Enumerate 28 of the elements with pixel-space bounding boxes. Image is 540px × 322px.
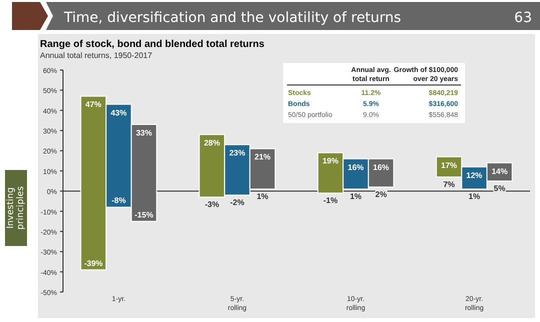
text: Investing principles — [6, 186, 26, 230]
annotation: 1% — [256, 192, 268, 202]
annotation: -39% — [84, 258, 103, 268]
data-label: 19% — [322, 156, 338, 166]
annotation: -8% — [112, 196, 126, 206]
annotation: -2% — [230, 198, 244, 208]
annotation: 1% — [468, 192, 480, 202]
data-label: 23% — [229, 148, 246, 158]
text: 63 — [514, 10, 532, 26]
annotation: 1% — [350, 192, 362, 202]
text: Time, diversification and the volatility of returns — [63, 10, 402, 26]
data-label: 28% — [204, 138, 220, 148]
data-label: 21% — [254, 152, 271, 162]
annotation: -3% — [204, 200, 220, 210]
chart-title: Range of stock, bond and blended total returns — [40, 39, 265, 50]
annotation: 7% — [443, 180, 455, 189]
data-label: 14% — [492, 166, 508, 176]
annotation: -15% — [134, 210, 154, 220]
data-label: 16% — [348, 162, 364, 172]
data-label: 12% — [466, 170, 482, 180]
chart-subtitle: Annual total returns, 1950-2017 — [40, 51, 153, 60]
data-label: 33% — [136, 128, 152, 138]
data-label: 47% — [85, 100, 102, 110]
annotation: 2% — [375, 190, 387, 200]
data-label: 16% — [373, 162, 390, 172]
data-label: 43% — [110, 108, 127, 118]
data-label: 17% — [441, 160, 458, 170]
annotation: -1% — [323, 196, 338, 206]
